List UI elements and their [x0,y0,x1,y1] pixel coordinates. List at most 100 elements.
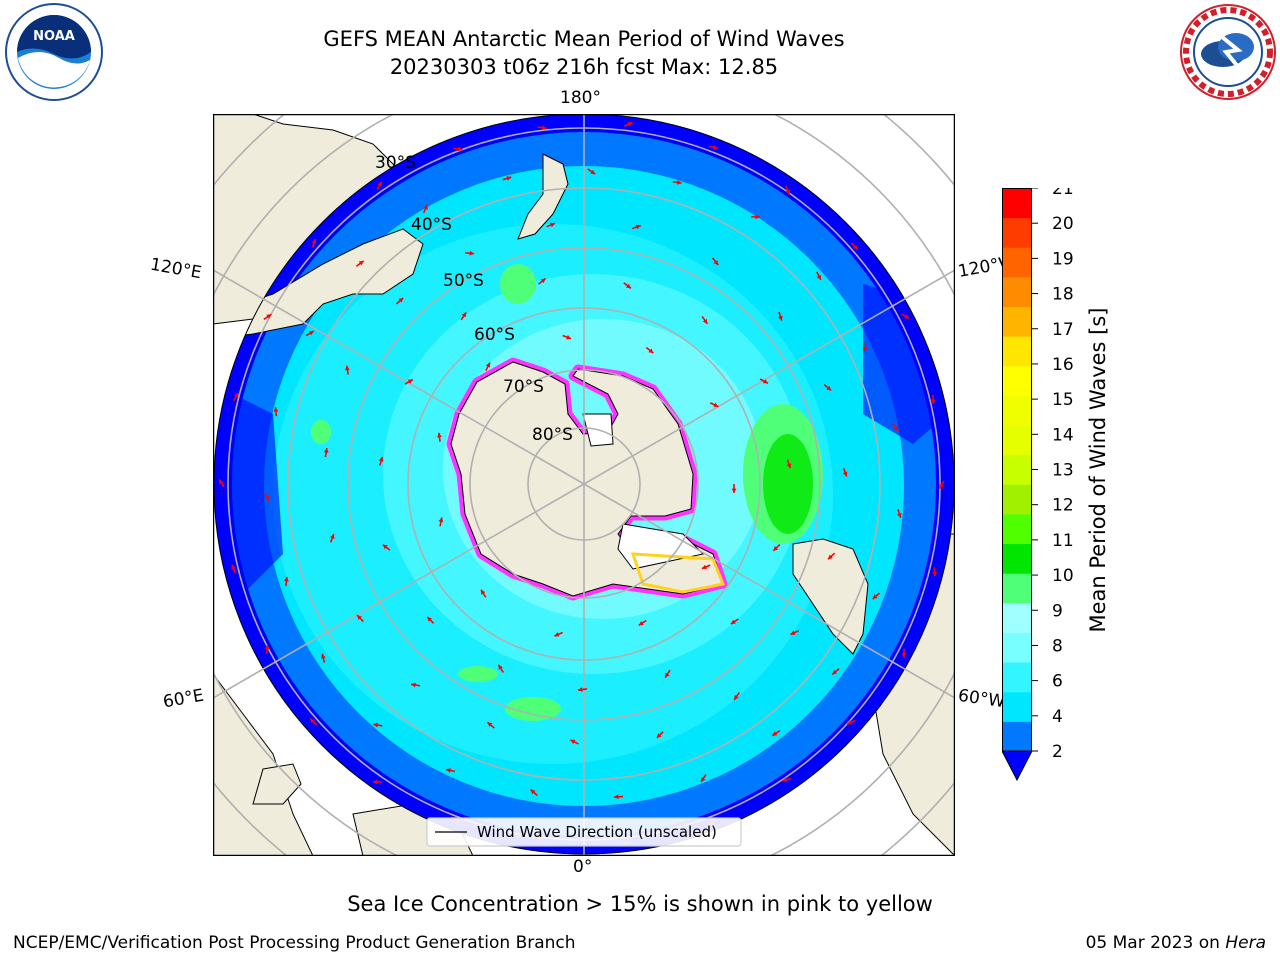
wave-arrowhead [457,146,463,152]
colorbar-cell [1002,691,1032,722]
colorbar-cell [1002,484,1032,515]
wave-arrowhead [570,739,576,745]
wave-arrowhead [635,224,641,230]
lat-label-80: 80°S [532,425,573,445]
colorbar-tick-label: 19 [1052,249,1074,269]
wave-arrowhead [893,426,899,432]
colorbar-tick-label: 12 [1052,496,1074,516]
lat-label-50: 50°S [443,271,484,291]
wave-arrowhead [847,720,853,725]
wave-arrowhead [627,122,633,127]
colorbar-tick-label: 14 [1052,425,1074,445]
wave-arrowhead [648,348,654,354]
wave-arrowhead [372,779,378,785]
wave-arrowhead [323,448,329,453]
colorbar-cell [1002,336,1032,367]
lat-label-70: 70°S [503,377,544,397]
noaa-logo-text: NOAA [33,29,75,44]
nws-logo [1180,4,1276,100]
lat-label-40: 40°S [411,215,452,235]
wave-arrowhead [273,407,279,412]
wave-arrowhead [832,669,838,675]
chart-subtitle: 20230303 t06z 216h fcst Max: 12.85 [389,55,779,79]
lat-label-60: 60°S [474,325,515,345]
wave-arrowhead [358,260,364,266]
lon-label-60e: 60°E [161,685,206,713]
wind-wave-arrows [218,121,945,846]
wave-arrowhead [828,554,833,560]
wave-arrowhead [930,399,936,404]
wave-arrowhead [321,653,326,659]
wave-arrowhead [345,365,350,371]
wave-arrowhead [438,517,444,523]
colorbar-cell [1002,721,1032,752]
colorbar-cell [1002,276,1032,308]
colorbar-cell [1002,365,1032,396]
wave-arrowhead [373,722,379,728]
wave-arrowhead [566,334,572,340]
wave-arrowhead [219,479,224,485]
lon-label-120e: 120°E [148,254,204,284]
colorbar-cell [1002,513,1032,545]
wave-arrowhead [485,362,491,368]
wave-arrowhead [701,564,707,570]
wave-arrowhead [762,379,768,384]
wave-arrowhead [790,630,796,635]
wave-arrowhead [530,789,536,795]
wave-arrowhead [939,483,944,489]
wave-arrowhead [378,456,384,462]
wave-arrowhead [772,731,778,736]
wave-arrowhead [498,664,503,670]
colorbar-tick-label: 13 [1052,461,1074,481]
colorbar-cell [1002,543,1032,574]
wave-arrowhead [506,176,512,181]
wave-arrowhead [550,222,556,228]
colorbar-cell [1002,395,1032,426]
wave-arrowhead [665,672,670,678]
footer-date: 05 Mar 2023 on Hera [1086,933,1266,953]
wave-arrowhead [357,615,362,620]
wave-arrowhead [734,694,739,700]
colorbar-cell [1002,662,1032,693]
wave-arrowhead [786,463,792,469]
chart-title: GEFS MEAN Antarctic Mean Period of Wind … [323,27,845,51]
wave-arrowhead [904,314,910,319]
footer-credit: NCEP/EMC/Verification Post Processing Pr… [13,933,576,953]
wave-arrowhead [656,733,662,738]
colorbar-tick-label: 11 [1052,531,1074,551]
colorbar: 21 20 19 18 17 16 15 14 13 12 11 10 9 8 6 4 2 [1002,188,1074,782]
wave-arrowhead [461,312,467,318]
wave-arrowhead [712,145,718,150]
wave-arrowhead [872,594,878,599]
wave-arrowhead [231,564,236,570]
colorbar-label: Mean Period of Wind Waves [s] [1086,307,1110,633]
wave-arrowhead [842,471,848,477]
wave-arrowhead [901,653,907,658]
lon-label-180: 180° [560,88,601,108]
wave-arrowhead [310,718,316,724]
wave-arrowhead [755,214,760,220]
wave-arrowhead [701,777,706,782]
wave-arrowhead [731,488,737,493]
wave-arrowhead [284,576,289,582]
colorbar-tick-label: 18 [1052,285,1074,305]
lat-label-30: 30°S [375,153,416,173]
colorbar-cell [1002,425,1032,456]
wave-arrowhead [638,620,644,626]
wave-arrowhead [713,260,719,266]
wave-arrowhead [266,314,272,319]
wave-arrowhead [540,278,546,284]
wave-arrowhead [778,315,783,321]
wave-arrowhead [446,768,451,773]
wave-arrowhead [614,794,619,800]
wave-arrowhead [487,722,493,727]
wave-arrowhead [782,777,788,783]
colorbar-tick-label: 6 [1052,672,1063,692]
wave-arrowhead [590,169,596,175]
colorbar-tick-label: 4 [1052,707,1063,727]
colorbar-tick-label: 2 [1052,742,1063,762]
colorbar-tick-label: 17 [1052,320,1074,340]
colorbar-tick-label: 10 [1052,566,1074,586]
wave-arrowhead [897,512,902,518]
colorbar-tick-label: 20 [1052,214,1074,234]
